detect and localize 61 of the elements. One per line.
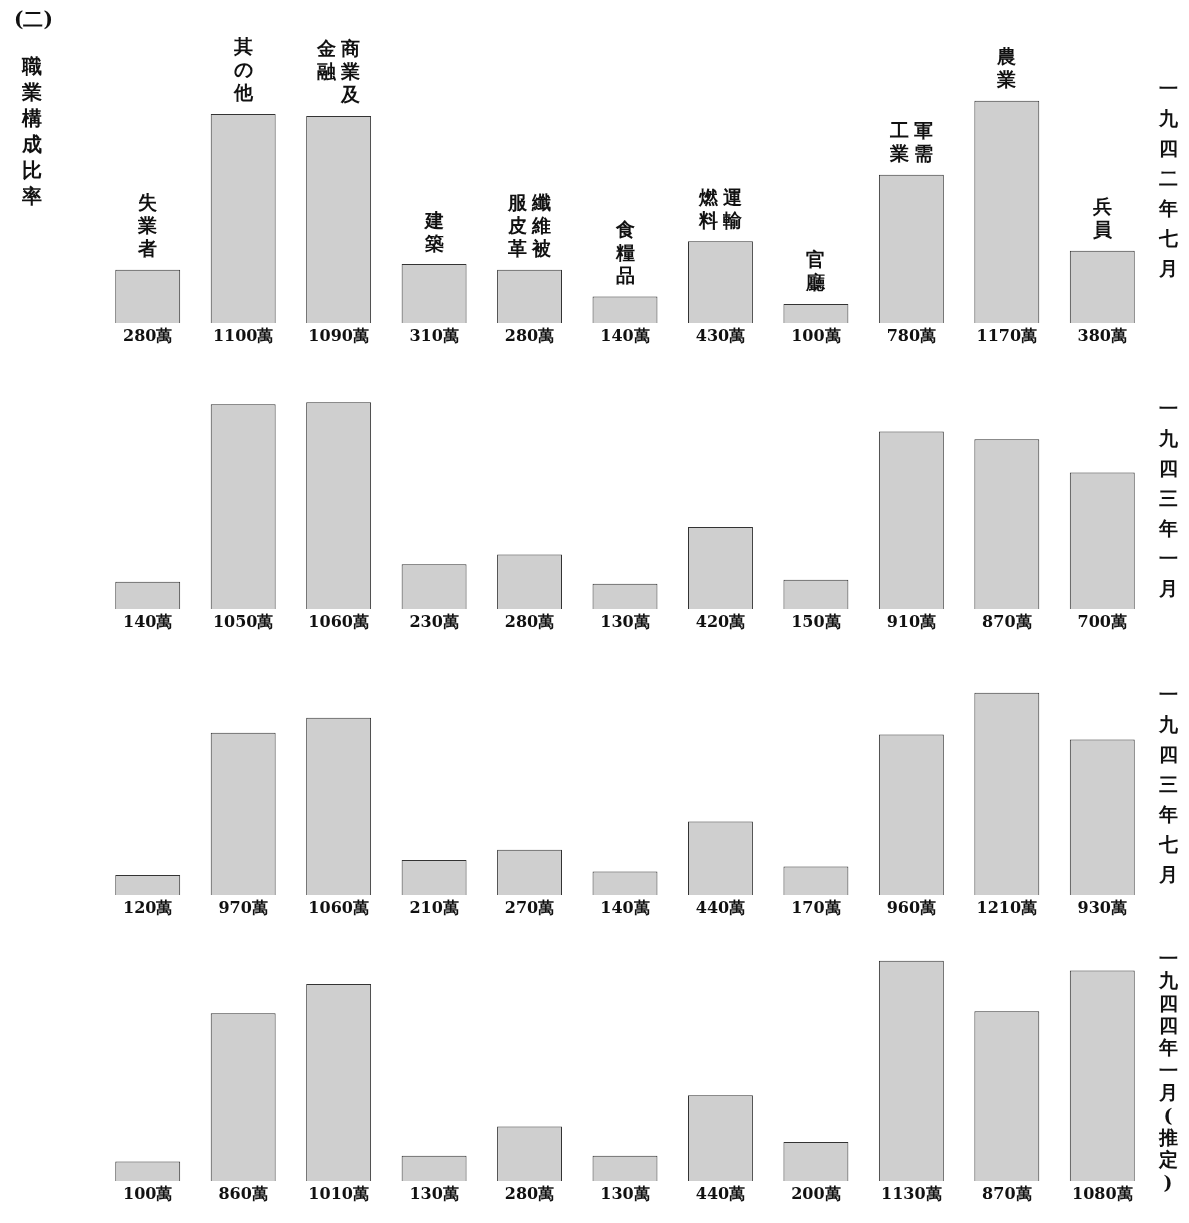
data-label: 700萬 [1077, 612, 1127, 632]
x-tick-label: 運輸燃料 [697, 185, 743, 231]
data-label: 280萬 [504, 612, 555, 632]
data-label: 200萬 [791, 1184, 841, 1204]
x-tick-label: 軍需工業 [888, 119, 933, 165]
data-label: 1130萬 [881, 1184, 942, 1204]
data-label: 120萬 [123, 898, 173, 918]
data-label: 280萬 [504, 1184, 555, 1204]
data-label: 1060萬 [308, 898, 369, 918]
data-label: 1210萬 [976, 898, 1038, 918]
data-label: 910萬 [886, 612, 937, 632]
data-label: 1010萬 [308, 1184, 369, 1204]
text: 一九四三年一月 [1157, 396, 1179, 601]
data-label: 130萬 [600, 1184, 650, 1204]
data-label: 100萬 [791, 326, 841, 346]
data-label: 130萬 [600, 612, 650, 632]
data-label: 140萬 [600, 898, 650, 918]
x-tick-label: 食糧品 [614, 217, 635, 286]
data-label: 170萬 [791, 898, 841, 918]
data-label: 270萬 [504, 898, 555, 918]
x-tick-label: 其の他 [232, 35, 254, 104]
data-label: 1170萬 [976, 326, 1038, 346]
x-tick-label: 兵員 [1091, 195, 1112, 241]
data-label: 930萬 [1077, 898, 1127, 918]
x-tick-label: 失業者 [137, 191, 158, 260]
data-label: 870萬 [982, 1184, 1032, 1204]
data-label: 230萬 [409, 612, 459, 632]
text: 一九四三年七月 [1157, 682, 1179, 887]
data-label: 1080萬 [1072, 1184, 1133, 1204]
text: 職業構成比率 [20, 53, 43, 209]
data-label: 210萬 [409, 898, 459, 918]
data-label: 150萬 [791, 612, 841, 632]
data-label: 780萬 [886, 326, 937, 346]
data-label: 440萬 [695, 898, 746, 918]
data-label: 130萬 [409, 1184, 459, 1204]
category-label: 纖維被服皮革 [508, 191, 552, 260]
x-tick-label: 農業 [996, 45, 1017, 91]
data-label: 1100萬 [212, 326, 274, 346]
data-label: 970萬 [218, 898, 268, 918]
data-label: 280萬 [504, 326, 555, 346]
data-label: 1060萬 [308, 612, 369, 632]
data-label: 280萬 [123, 326, 173, 346]
data-label: 420萬 [695, 612, 746, 632]
text: (二) [14, 6, 54, 33]
data-label: 960萬 [886, 898, 937, 918]
data-label: 100萬 [123, 1184, 173, 1204]
chart-title: 一九四四年一月(推定) [1158, 947, 1178, 1193]
data-label: 440萬 [695, 1184, 746, 1204]
data-label: 380萬 [1077, 326, 1127, 346]
category-label: 商業及金融 [317, 37, 361, 106]
data-label: 860萬 [218, 1184, 268, 1204]
text: 一九四二年七月 [1157, 75, 1179, 281]
data-label: 870萬 [982, 612, 1032, 632]
data-label: 140萬 [600, 326, 650, 346]
data-label: 310萬 [409, 326, 459, 346]
data-label: 430萬 [695, 326, 746, 346]
data-label: 140萬 [123, 612, 173, 632]
x-tick-label: 官廳 [805, 248, 827, 294]
x-tick-label: 建築 [422, 208, 444, 254]
data-label: 1090萬 [308, 326, 369, 346]
data-label: 1050萬 [212, 612, 274, 632]
